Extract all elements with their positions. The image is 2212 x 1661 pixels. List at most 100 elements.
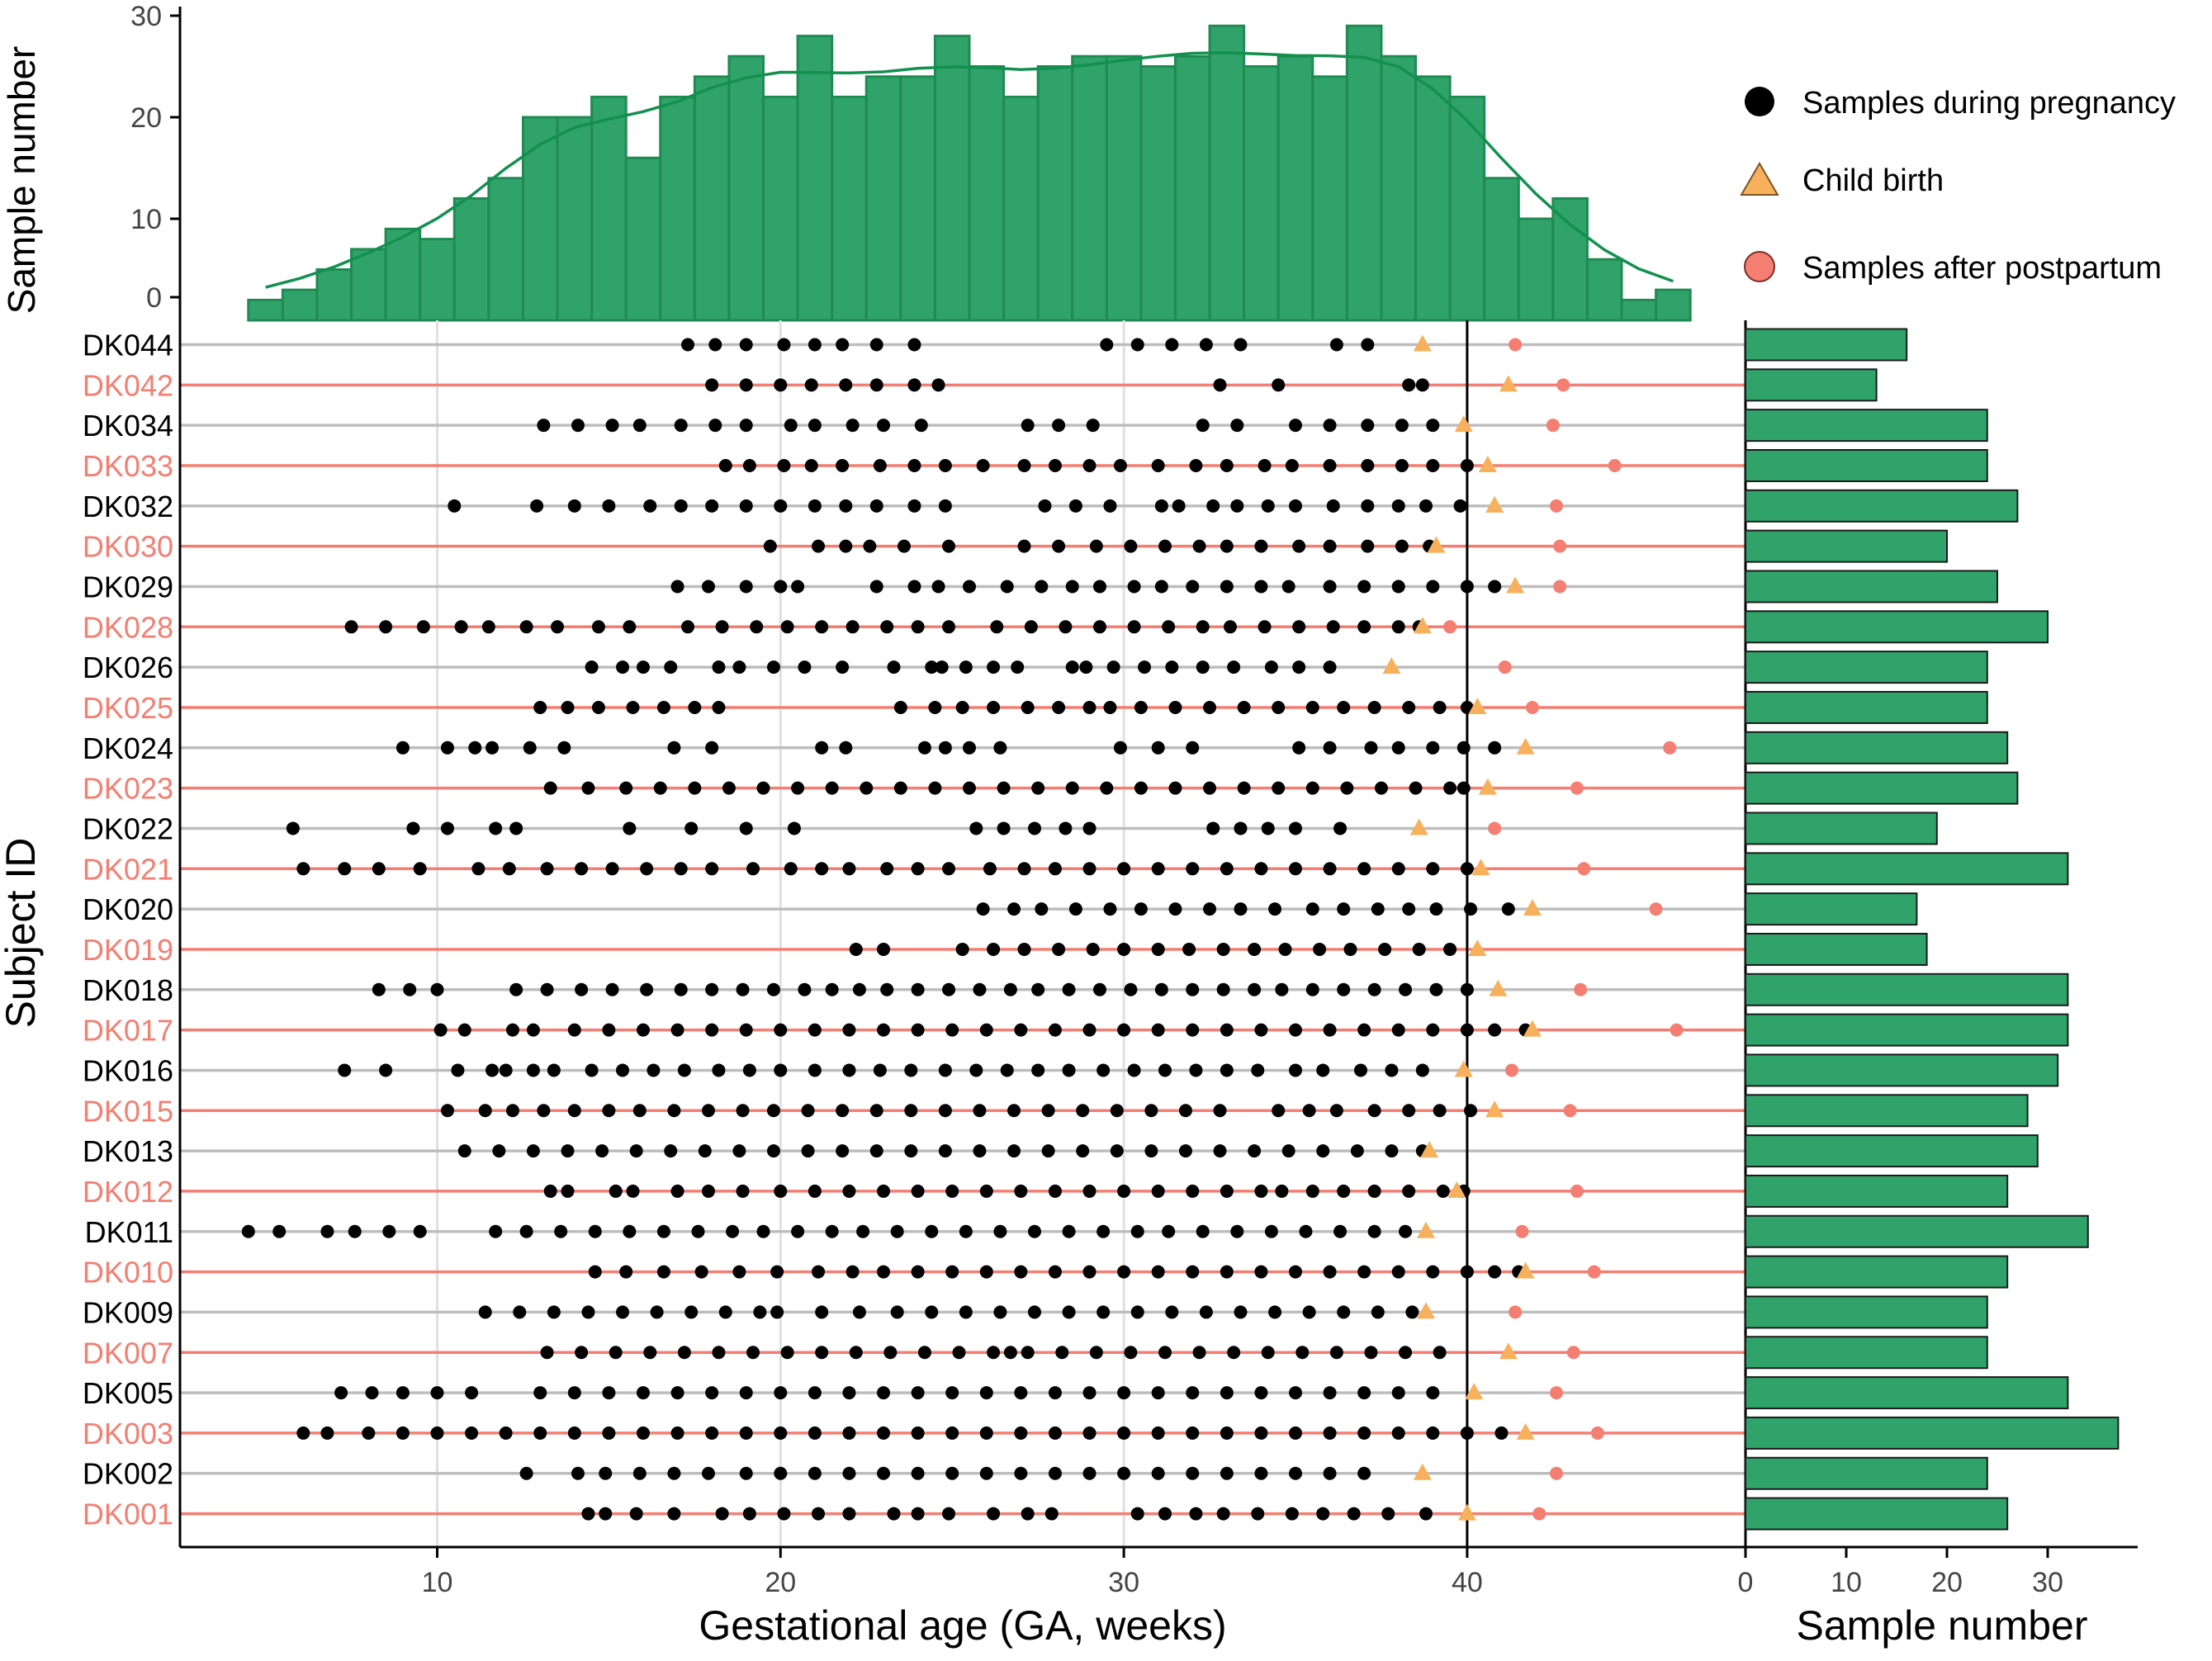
pregnancy-sample-point <box>1031 1063 1045 1077</box>
pregnancy-sample-point <box>815 620 829 634</box>
pregnancy-sample-point <box>605 419 619 433</box>
pregnancy-sample-point <box>1419 1507 1433 1521</box>
pregnancy-sample-point <box>636 1386 650 1400</box>
pregnancy-sample-point <box>774 1184 788 1198</box>
pregnancy-sample-point <box>993 1224 1007 1238</box>
legend-marker-pregnancy <box>1745 87 1774 116</box>
pregnancy-sample-point <box>1385 1144 1399 1158</box>
pregnancy-sample-point <box>798 660 812 674</box>
pregnancy-sample-point <box>1272 700 1286 714</box>
pregnancy-sample-point <box>1367 1224 1381 1238</box>
pregnancy-sample-point <box>1017 942 1031 956</box>
pregnancy-sample-point <box>1248 982 1262 996</box>
pregnancy-sample-point <box>526 1023 540 1037</box>
pregnancy-sample-point <box>1103 499 1117 513</box>
pregnancy-sample-point <box>815 1346 829 1360</box>
pregnancy-sample-point <box>523 741 537 755</box>
subject-id-label: DK001 <box>83 1498 173 1531</box>
pregnancy-sample-point <box>1206 499 1220 513</box>
pregnancy-sample-point <box>1305 902 1319 916</box>
pregnancy-sample-point <box>1110 1144 1124 1158</box>
pregnancy-sample-point <box>1275 1184 1289 1198</box>
pregnancy-sample-point <box>1323 419 1337 433</box>
histogram-bar <box>384 227 422 322</box>
pregnancy-sample-point <box>931 580 945 594</box>
child-birth-marker <box>1499 375 1518 392</box>
pregnancy-sample-point <box>1134 700 1148 714</box>
pregnancy-sample-point <box>1258 458 1272 472</box>
pregnancy-sample-point <box>1488 741 1502 755</box>
pregnancy-sample-point <box>486 1063 500 1077</box>
pregnancy-sample-point <box>509 982 523 996</box>
histogram-bar <box>727 54 765 322</box>
pregnancy-sample-point <box>396 741 410 755</box>
pregnancy-sample-point <box>1151 1265 1165 1279</box>
pregnancy-sample-point <box>774 580 788 594</box>
pregnancy-sample-point <box>739 821 753 835</box>
pregnancy-sample-point <box>836 1144 850 1158</box>
pregnancy-sample-point <box>1021 1507 1035 1521</box>
pregnancy-sample-point <box>701 1466 715 1480</box>
pregnancy-sample-point <box>1062 982 1076 996</box>
pregnancy-sample-point <box>1361 539 1375 553</box>
pregnancy-sample-point <box>1097 1305 1111 1319</box>
pregnancy-sample-point <box>1305 1184 1319 1198</box>
pregnancy-sample-point <box>602 1104 616 1118</box>
subject-id-label: DK022 <box>83 812 173 845</box>
pregnancy-sample-point <box>478 1104 492 1118</box>
pregnancy-sample-point <box>770 1305 784 1319</box>
pregnancy-sample-point <box>1391 1426 1405 1440</box>
pregnancy-sample-point <box>904 1104 918 1118</box>
subject-id-label: DK044 <box>83 329 173 362</box>
pregnancy-sample-point <box>640 862 654 876</box>
sample-count-bars <box>1745 328 2120 1531</box>
pregnancy-sample-point <box>845 620 860 634</box>
pregnancy-sample-point <box>1003 982 1017 996</box>
pregnancy-sample-point <box>1117 862 1131 876</box>
pregnancy-sample-point <box>454 620 468 634</box>
pregnancy-sample-point <box>684 821 699 835</box>
pregnancy-sample-point <box>701 580 715 594</box>
subject-id-label: DK042 <box>83 368 173 402</box>
postpartum-sample-point <box>1563 1104 1577 1118</box>
pregnancy-sample-point <box>619 1265 633 1279</box>
pregnancy-sample-point <box>1065 660 1079 674</box>
pregnancy-sample-point <box>1223 620 1237 634</box>
pregnancy-sample-point <box>1409 781 1423 795</box>
pregnancy-sample-point <box>1234 338 1248 352</box>
pregnancy-sample-point <box>931 378 945 392</box>
sample-count-bar <box>1745 731 2009 764</box>
pregnancy-sample-point <box>1031 781 1045 795</box>
pregnancy-sample-point <box>1237 781 1251 795</box>
pregnancy-sample-point <box>1014 1265 1028 1279</box>
pregnancy-sample-point <box>1024 620 1038 634</box>
pregnancy-sample-point <box>320 1224 334 1238</box>
pregnancy-sample-point <box>1014 1184 1028 1198</box>
pregnancy-sample-point <box>1436 1184 1450 1198</box>
pregnancy-sample-point <box>1337 1305 1351 1319</box>
pregnancy-sample-point <box>969 1063 983 1077</box>
pregnancy-sample-point <box>1357 1426 1371 1440</box>
pregnancy-sample-point <box>551 620 565 634</box>
pregnancy-sample-point <box>626 700 640 714</box>
pregnancy-sample-point <box>241 1224 255 1238</box>
pregnancy-sample-point <box>1113 741 1127 755</box>
pregnancy-sample-point <box>955 700 969 714</box>
pregnancy-sample-point <box>1196 419 1210 433</box>
subject-id-label: DK017 <box>83 1014 173 1048</box>
pregnancy-sample-point <box>763 539 777 553</box>
pregnancy-sample-point <box>667 1104 681 1118</box>
pregnancy-sample-point <box>1082 458 1097 472</box>
subject-id-label: DK018 <box>83 973 173 1007</box>
child-birth-marker <box>1468 697 1487 714</box>
pregnancy-sample-point <box>774 1386 788 1400</box>
pregnancy-sample-point <box>581 781 595 795</box>
pregnancy-sample-point <box>1258 620 1272 634</box>
pregnancy-sample-point <box>575 982 589 996</box>
pregnancy-sample-point <box>602 1023 616 1037</box>
pregnancy-sample-point <box>1220 1023 1234 1037</box>
postpartum-sample-point <box>1515 1224 1529 1238</box>
pregnancy-sample-point <box>1460 982 1474 996</box>
sample-count-bar <box>1745 932 1928 966</box>
pregnancy-sample-point <box>1460 1426 1474 1440</box>
